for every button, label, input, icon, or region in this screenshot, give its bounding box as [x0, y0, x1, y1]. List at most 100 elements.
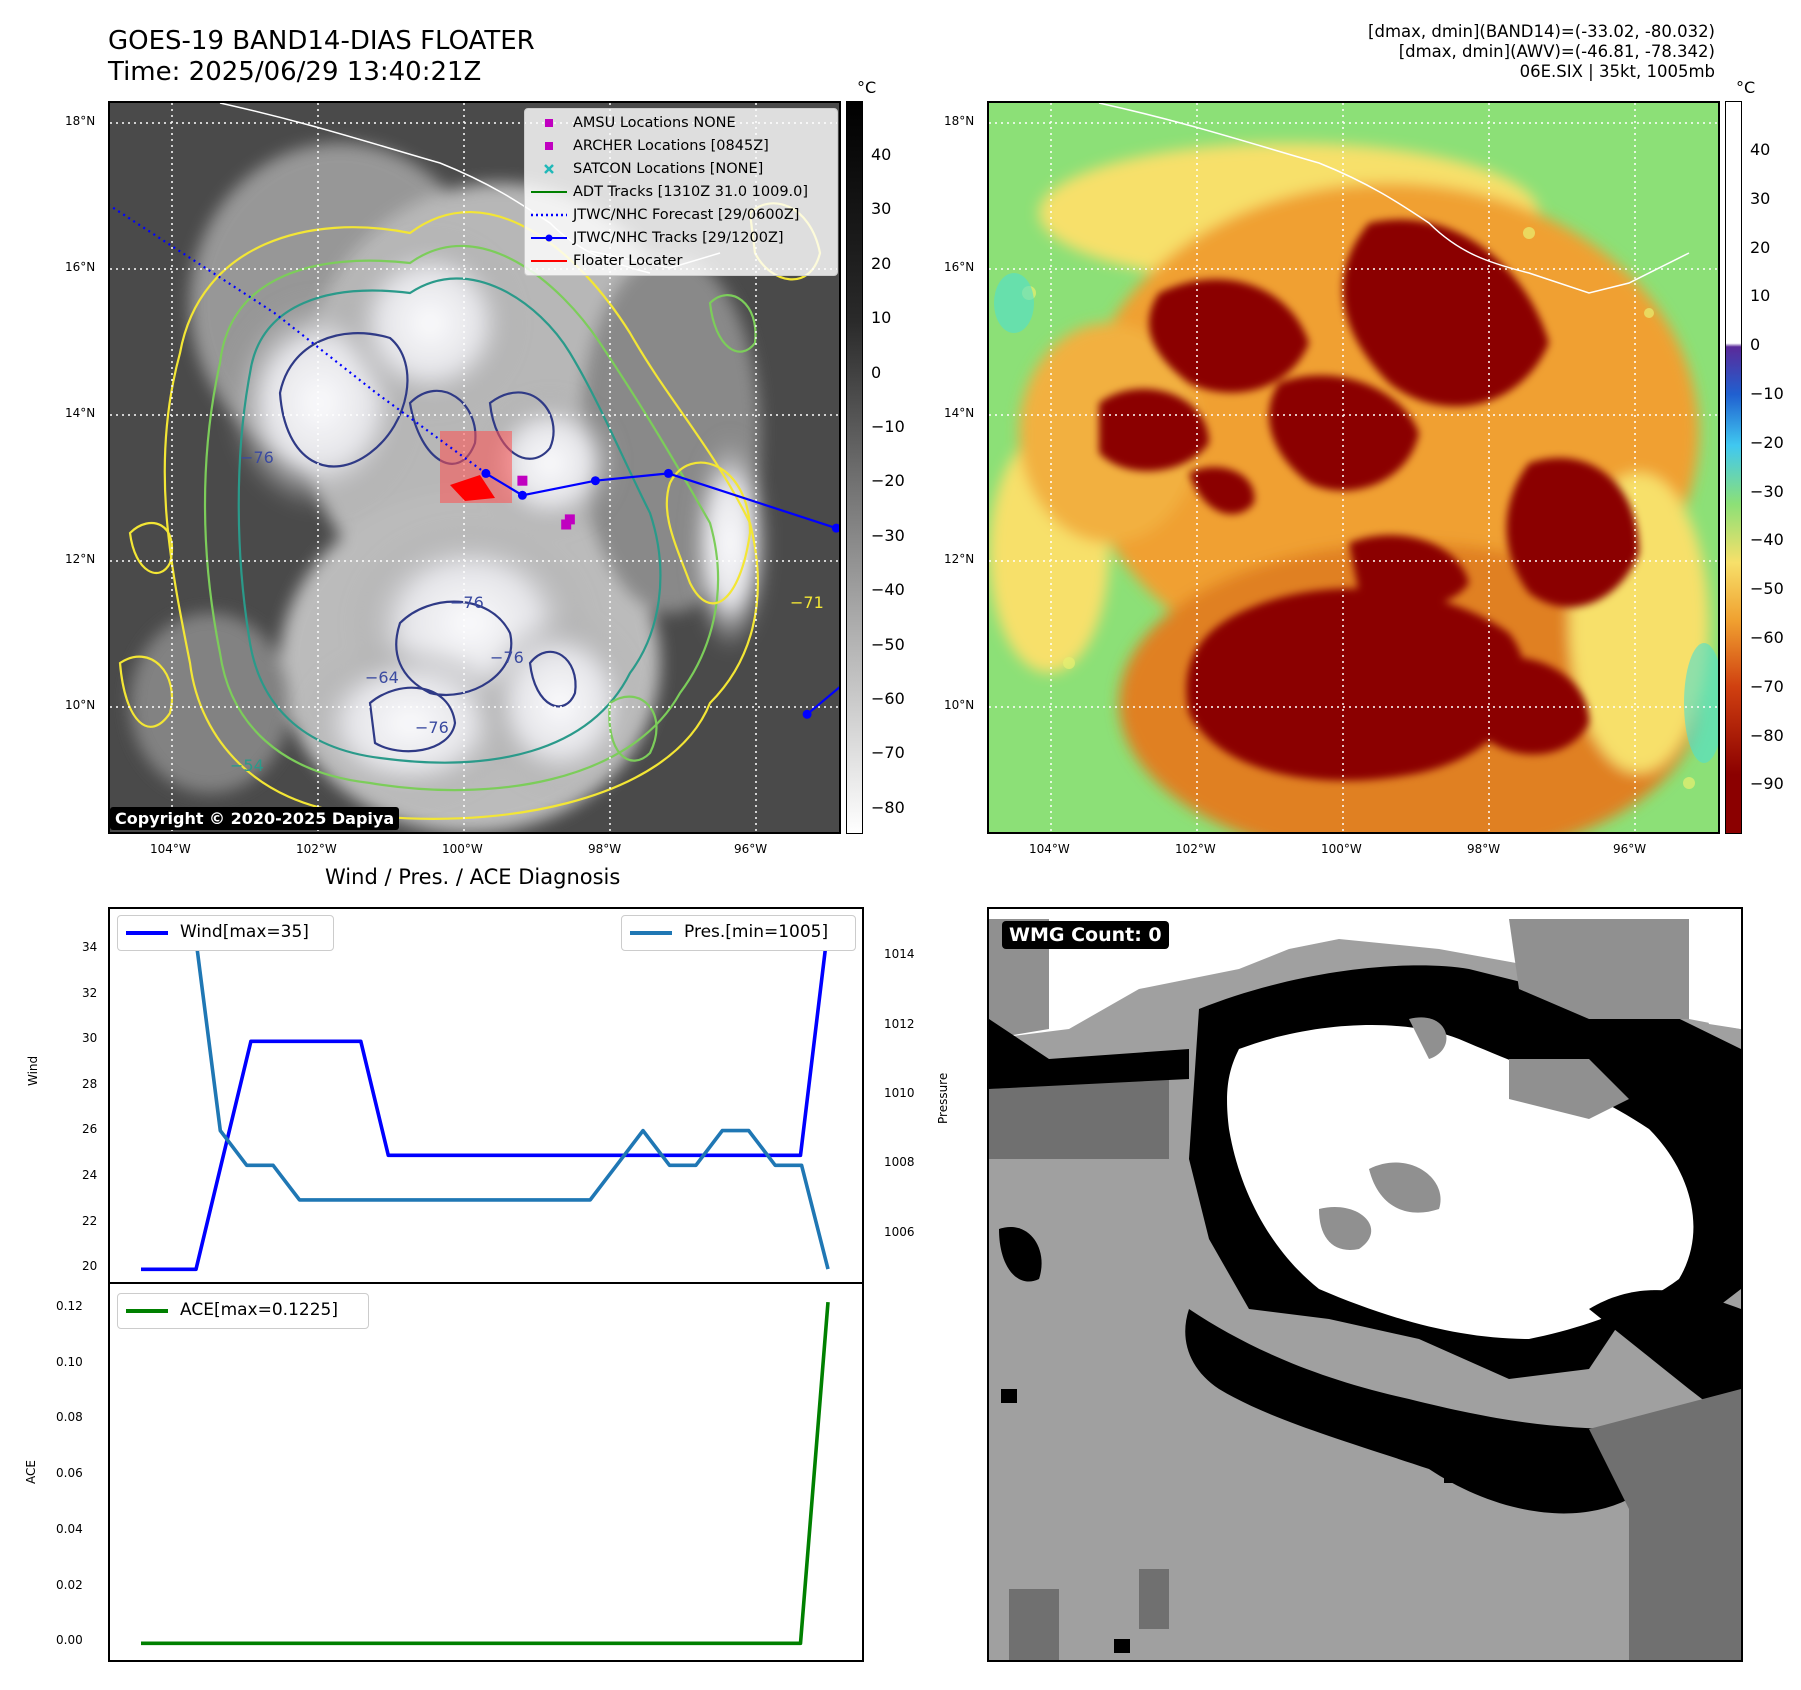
awv-map-panel [987, 101, 1720, 834]
lat-tick-label: 18°N [65, 114, 96, 128]
lat-tick-label: 10°N [65, 698, 96, 712]
pressure-tick-label: 1014 [884, 947, 915, 962]
lon-tick-label: 100°W [1321, 842, 1362, 856]
awv-colorbar-tick: −50 [1750, 579, 1784, 599]
legend-symbol [545, 119, 553, 127]
legend-label: AMSU Locations NONE [573, 115, 736, 131]
awv-colorbar-tick: 10 [1750, 286, 1771, 306]
southern-track-line [806, 686, 839, 716]
lat-tick-label: 10°N [944, 698, 975, 712]
lon-tick-label: 98°W [1467, 842, 1501, 856]
band14-colorbar-tick: −70 [871, 743, 905, 763]
legend-symbol [531, 191, 567, 193]
awv-colorbar-tick: −60 [1750, 628, 1784, 647]
legend-label: JTWC/NHC Forecast [29/0600Z] [573, 207, 800, 223]
band14-colorbar-tick: −60 [871, 689, 905, 708]
awv-colorbar-tick: 30 [1750, 188, 1771, 208]
contour-label: −76 [240, 448, 274, 467]
legend-label: ARCHER Locations [0845Z] [573, 138, 769, 154]
ace-tick-label: 0.08 [56, 1410, 83, 1425]
ace-tick-label: 0.00 [56, 1633, 83, 1648]
awv-stats: [dmax, dmin](AWV)=(-46.81, -78.342) [1398, 42, 1715, 61]
legend-row: JTWC/NHC Tracks [29/1200Z] [525, 228, 835, 248]
pressure-series-line [141, 921, 830, 1270]
lon-tick-label: 96°W [1613, 842, 1647, 856]
pressure-legend: Pres.[min=1005] [621, 915, 856, 951]
awv-colorbar-tick: −10 [1750, 384, 1784, 403]
wmg-map [989, 909, 1741, 1660]
awv-colorbar-tick: −70 [1750, 676, 1784, 696]
pressure-ylabel: Pressure [936, 1072, 950, 1124]
map-legend: AMSU Locations NONE ARCHER Locations [084… [524, 108, 838, 276]
lon-tick-label: 96°W [734, 842, 768, 856]
awv-colorbar-unit: °C [1736, 78, 1756, 97]
track-point [590, 476, 600, 486]
wmg-count-badge: WMG Count: 0 [1002, 921, 1169, 949]
band14-colorbar-tick: −80 [871, 797, 905, 817]
time-line: Time: 2025/06/29 13:40:21Z [108, 57, 482, 87]
ace-panel [108, 1282, 864, 1662]
ace-tick-label: 0.06 [56, 1466, 83, 1481]
legend-label: ADT Tracks [1310Z 31.0 1009.0] [573, 184, 809, 200]
awv-colorbar-tick: −90 [1750, 774, 1784, 794]
awv-colorbar-tick: −20 [1750, 432, 1784, 452]
archer-location-marker [564, 514, 575, 525]
band14-colorbar-tick: 30 [871, 199, 892, 219]
archer-location-marker [517, 475, 528, 486]
ace-chart [141, 1301, 830, 1646]
awv-colorbar-tick: −80 [1750, 725, 1784, 745]
lon-tick-label: 100°W [442, 842, 483, 856]
awv-colorbar [1725, 101, 1742, 834]
legend-symbol [531, 234, 567, 242]
ace-tick-label: 0.02 [56, 1577, 83, 1592]
wind-tick-label: 30 [82, 1031, 98, 1046]
track-point [481, 468, 491, 478]
track-point [663, 468, 673, 478]
wind-tick-label: 32 [82, 985, 98, 1000]
ace-legend-label: ACE[max=0.1225] [180, 1300, 338, 1320]
pressure-legend-label: Pres.[min=1005] [684, 922, 829, 942]
contour-label: −71 [790, 593, 824, 612]
track-point [802, 709, 812, 719]
lon-tick-label: 104°W [150, 842, 191, 856]
lat-tick-label: 12°N [944, 552, 975, 566]
band14-colorbar-tick: 20 [871, 253, 892, 273]
lon-tick-label: 98°W [588, 842, 622, 856]
figure-title: GOES-19 BAND14-DIAS FLOATER Time: 2025/0… [108, 26, 535, 88]
title-line: GOES-19 BAND14-DIAS FLOATER [108, 26, 535, 56]
wind-legend: Wind[max=35] [117, 915, 334, 951]
contour-label: −64 [365, 668, 399, 687]
wind-pres-chart [141, 921, 830, 1272]
ace-legend-swatch [126, 1309, 168, 1313]
band14-stats: [dmax, dmin](BAND14)=(-33.02, -80.032) [1368, 22, 1715, 41]
archer-location-marker [561, 519, 572, 530]
wind-tick-label: 22 [82, 1213, 98, 1228]
ace-series-line [141, 1301, 830, 1646]
awv-colorbar-tick: −40 [1750, 530, 1784, 550]
awv-colorbar-tick: −30 [1750, 481, 1784, 501]
ace-ylabel: ACE [24, 1460, 38, 1484]
contour-label: −54 [230, 756, 264, 775]
ace-tick-label: 0.04 [56, 1521, 83, 1536]
band14-colorbar-tick: −10 [871, 417, 905, 436]
wind-legend-label: Wind[max=35] [180, 922, 309, 942]
stats-block: [dmax, dmin](BAND14)=(-33.02, -80.032) [… [1368, 22, 1715, 82]
lon-tick-label: 104°W [1029, 842, 1070, 856]
wind-ylabel: Wind [26, 1055, 40, 1086]
lat-tick-label: 12°N [65, 552, 96, 566]
awv-colorbar-tick: 0 [1750, 335, 1761, 355]
diagnosis-title: Wind / Pres. / ACE Diagnosis [325, 865, 621, 889]
wind-tick-label: 20 [82, 1259, 98, 1274]
legend-row: AMSU Locations NONE [525, 113, 835, 133]
wind-legend-swatch [126, 931, 168, 935]
legend-row: SATCON Locations [NONE] [525, 159, 835, 179]
ace-legend: ACE[max=0.1225] [117, 1293, 369, 1329]
contour-label: −76 [450, 593, 484, 612]
legend-row: JTWC/NHC Forecast [29/0600Z] [525, 205, 835, 225]
awv-colorbar-tick: 20 [1750, 237, 1771, 257]
band14-colorbar [846, 101, 863, 834]
wind-tick-label: 28 [82, 1076, 98, 1091]
wind-tick-label: 34 [82, 940, 98, 955]
pressure-tick-label: 1008 [884, 1155, 915, 1170]
pressure-tick-label: 1006 [884, 1224, 915, 1239]
